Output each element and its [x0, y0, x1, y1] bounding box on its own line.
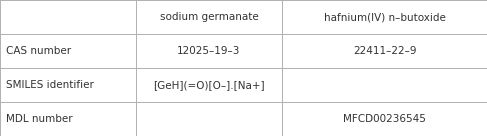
Text: 22411–22–9: 22411–22–9 [353, 46, 416, 56]
Text: sodium germanate: sodium germanate [160, 12, 259, 22]
Text: SMILES identifier: SMILES identifier [6, 80, 94, 90]
Text: hafnium(IV) n–butoxide: hafnium(IV) n–butoxide [323, 12, 446, 22]
Text: CAS number: CAS number [6, 46, 72, 56]
Text: 12025–19–3: 12025–19–3 [177, 46, 241, 56]
Text: MFCD00236545: MFCD00236545 [343, 114, 426, 124]
Text: MDL number: MDL number [6, 114, 73, 124]
Text: [GeH](=O)[O–].[Na+]: [GeH](=O)[O–].[Na+] [153, 80, 265, 90]
